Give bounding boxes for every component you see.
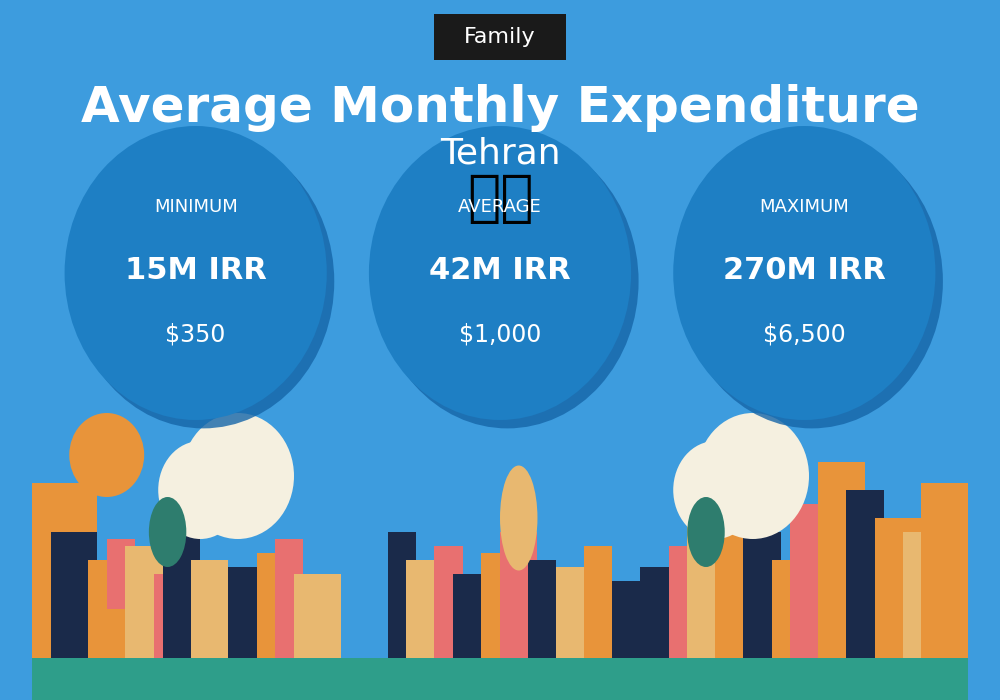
Text: $6,500: $6,500	[763, 323, 846, 346]
Bar	[846, 490, 884, 658]
Ellipse shape	[69, 413, 144, 497]
Text: $350: $350	[165, 323, 226, 346]
Bar	[903, 532, 940, 658]
Ellipse shape	[697, 413, 809, 539]
Ellipse shape	[72, 134, 334, 428]
Bar	[921, 483, 968, 658]
Text: Family: Family	[464, 27, 536, 47]
Bar	[125, 546, 163, 658]
Bar	[481, 553, 509, 658]
FancyBboxPatch shape	[32, 658, 968, 700]
Bar	[669, 546, 697, 658]
Ellipse shape	[369, 126, 631, 420]
Bar	[584, 546, 612, 658]
Text: 15M IRR: 15M IRR	[125, 256, 267, 285]
Bar	[228, 567, 266, 658]
Bar	[88, 560, 125, 658]
Bar	[154, 574, 182, 658]
Ellipse shape	[500, 466, 537, 570]
Text: AVERAGE: AVERAGE	[458, 198, 542, 216]
Bar	[556, 567, 594, 658]
Ellipse shape	[673, 441, 758, 539]
Bar	[743, 532, 781, 658]
Bar	[453, 574, 491, 658]
Bar	[32, 483, 97, 658]
Bar	[772, 560, 800, 658]
Text: 270M IRR: 270M IRR	[723, 256, 886, 285]
Bar	[163, 518, 200, 658]
Bar	[294, 574, 341, 658]
Ellipse shape	[158, 441, 242, 539]
Text: MINIMUM: MINIMUM	[154, 198, 238, 216]
Bar	[790, 504, 828, 658]
Bar	[687, 518, 725, 658]
Bar	[715, 483, 762, 658]
FancyBboxPatch shape	[434, 14, 566, 60]
Bar	[528, 560, 556, 658]
Text: 🇮🇷: 🇮🇷	[467, 172, 533, 227]
Text: $1,000: $1,000	[459, 323, 541, 346]
Ellipse shape	[687, 497, 725, 567]
Bar	[275, 539, 303, 658]
Text: MAXIMUM: MAXIMUM	[759, 198, 849, 216]
Ellipse shape	[65, 126, 327, 420]
Bar	[388, 532, 416, 658]
Bar	[406, 560, 444, 658]
Bar	[107, 539, 135, 609]
Bar	[612, 581, 650, 658]
Bar	[875, 518, 921, 658]
Bar	[51, 532, 97, 658]
Text: Tehran: Tehran	[440, 137, 560, 171]
Bar	[191, 560, 228, 658]
Ellipse shape	[673, 126, 935, 420]
Bar	[434, 546, 463, 658]
Bar	[640, 567, 678, 658]
Bar	[257, 553, 294, 658]
Ellipse shape	[149, 497, 186, 567]
Text: Average Monthly Expenditure: Average Monthly Expenditure	[81, 85, 919, 132]
Ellipse shape	[182, 413, 294, 539]
Ellipse shape	[376, 134, 639, 428]
Text: 42M IRR: 42M IRR	[429, 256, 571, 285]
Bar	[210, 588, 238, 658]
Ellipse shape	[681, 134, 943, 428]
Bar	[818, 462, 865, 658]
Bar	[500, 532, 537, 658]
